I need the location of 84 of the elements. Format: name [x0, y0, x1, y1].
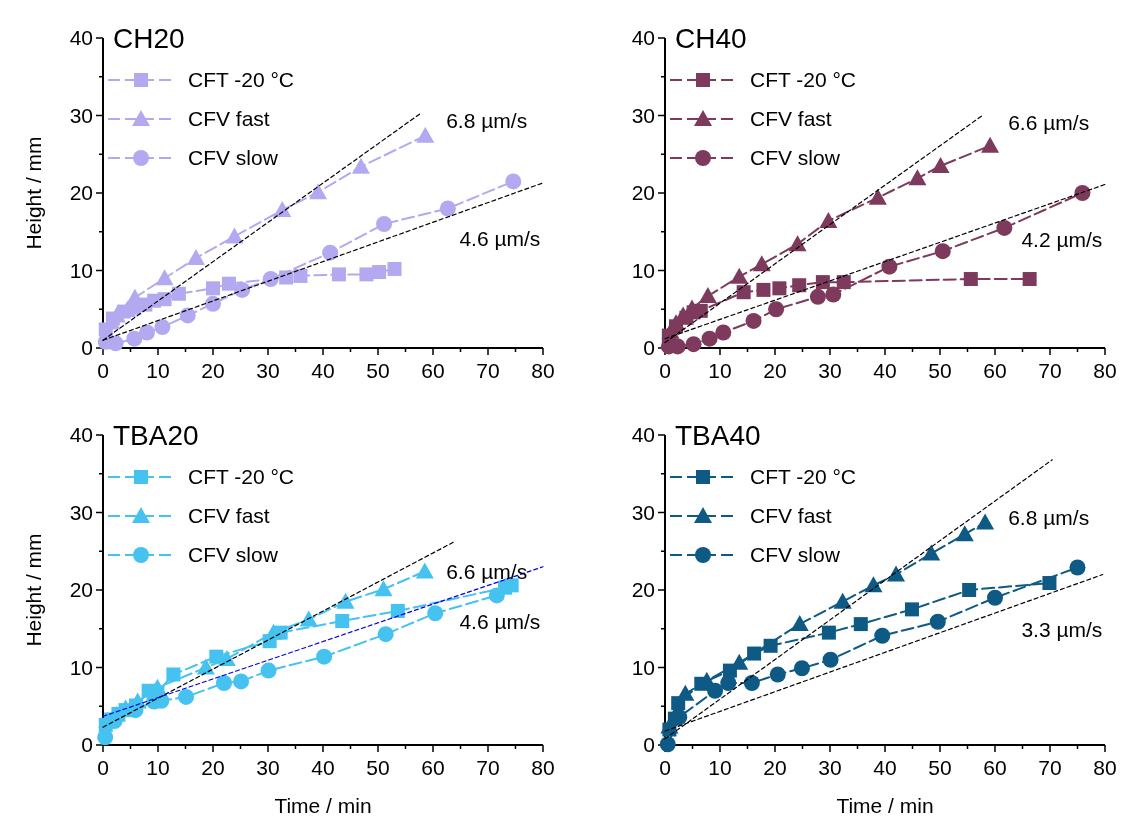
annotation: 6.6 µm/s [1008, 111, 1090, 135]
y-axis-title: Height / mm [22, 136, 45, 250]
x-tick-label: 80 [531, 756, 555, 779]
y-tick-label: 20 [69, 578, 93, 602]
x-tick-label: 60 [983, 756, 1007, 779]
chart-title: TBA20 [113, 420, 199, 451]
legend-label: CFV fast [750, 504, 832, 528]
annotation: 4.6 µm/s [459, 227, 541, 251]
x-tick-label: 40 [311, 756, 335, 779]
x-tick-label: 20 [763, 359, 787, 382]
y-tick-label: 40 [631, 26, 655, 50]
y-tick-label: 20 [69, 181, 93, 205]
x-tick-label: 70 [476, 359, 500, 382]
legend-label: CFV fast [188, 107, 270, 131]
x-tick-label: 0 [659, 756, 671, 779]
chart-title: CH20 [113, 23, 185, 54]
chart-title: CH40 [675, 23, 747, 54]
y-tick-label: 0 [643, 336, 655, 360]
y-tick-label: 20 [631, 181, 655, 205]
y-axis-title: Height / mm [22, 533, 45, 647]
x-tick-label: 0 [659, 359, 671, 382]
x-tick-label: 30 [818, 359, 842, 382]
x-axis-title: Time / min [274, 794, 372, 817]
x-tick-label: 10 [708, 359, 732, 382]
y-tick-label: 30 [631, 500, 655, 524]
x-tick-label: 10 [708, 756, 732, 779]
y-tick-label: 20 [631, 578, 655, 602]
x-tick-label: 80 [531, 359, 555, 382]
x-tick-label: 30 [256, 756, 280, 779]
legend-label: CFT -20 °C [750, 465, 857, 489]
legend-label: CFT -20 °C [188, 68, 295, 92]
x-tick-label: 20 [201, 359, 225, 382]
legend-label: CFV slow [188, 543, 279, 567]
y-tick-label: 0 [81, 336, 93, 360]
y-tick-label: 10 [631, 258, 655, 282]
y-tick-label: 10 [69, 655, 93, 679]
annotation: 4.2 µm/s [1021, 228, 1103, 252]
x-tick-label: 40 [873, 359, 897, 382]
x-tick-label: 0 [97, 359, 109, 382]
x-tick-label: 50 [366, 756, 390, 779]
x-tick-label: 10 [146, 756, 170, 779]
x-tick-label: 80 [1093, 756, 1117, 779]
y-tick-label: 10 [631, 655, 655, 679]
y-tick-label: 30 [69, 103, 93, 127]
legend-label: CFV fast [188, 504, 270, 528]
y-tick-label: 30 [69, 500, 93, 524]
y-tick-label: 40 [69, 26, 93, 50]
y-tick-label: 40 [631, 423, 655, 447]
legend-label: CFV slow [750, 543, 841, 567]
x-tick-label: 60 [421, 359, 445, 382]
x-tick-label: 50 [366, 359, 390, 382]
x-tick-label: 10 [146, 359, 170, 382]
legend-label: CFT -20 °C [188, 465, 295, 489]
legend-label: CFV fast [750, 107, 832, 131]
annotation: 6.8 µm/s [446, 109, 528, 133]
x-tick-label: 40 [311, 359, 335, 382]
x-axis-title: Time / min [836, 794, 934, 817]
x-tick-label: 20 [763, 756, 787, 779]
x-tick-label: 80 [1093, 359, 1117, 382]
annotation: 3.3 µm/s [1021, 617, 1103, 641]
chart-title: TBA40 [675, 420, 761, 451]
y-tick-label: 30 [631, 103, 655, 127]
x-tick-label: 50 [928, 756, 952, 779]
legend-label: CFV slow [188, 146, 279, 170]
x-tick-label: 70 [1038, 359, 1062, 382]
x-tick-label: 70 [1038, 756, 1062, 779]
annotation: 4.6 µm/s [459, 609, 541, 633]
y-tick-label: 10 [69, 258, 93, 282]
x-tick-label: 30 [818, 756, 842, 779]
x-tick-label: 70 [476, 756, 500, 779]
x-tick-label: 20 [201, 756, 225, 779]
x-tick-label: 60 [983, 359, 1007, 382]
x-tick-label: 50 [928, 359, 952, 382]
x-tick-label: 60 [421, 756, 445, 779]
x-tick-label: 0 [97, 756, 109, 779]
annotation: 6.8 µm/s [1008, 505, 1090, 529]
x-tick-label: 40 [873, 756, 897, 779]
legend-label: CFV slow [750, 146, 841, 170]
y-tick-label: 0 [81, 733, 93, 757]
x-tick-label: 30 [256, 359, 280, 382]
y-tick-label: 0 [643, 733, 655, 757]
annotation: 6.6 µm/s [446, 560, 528, 584]
legend-label: CFT -20 °C [750, 68, 857, 92]
y-tick-label: 40 [69, 423, 93, 447]
